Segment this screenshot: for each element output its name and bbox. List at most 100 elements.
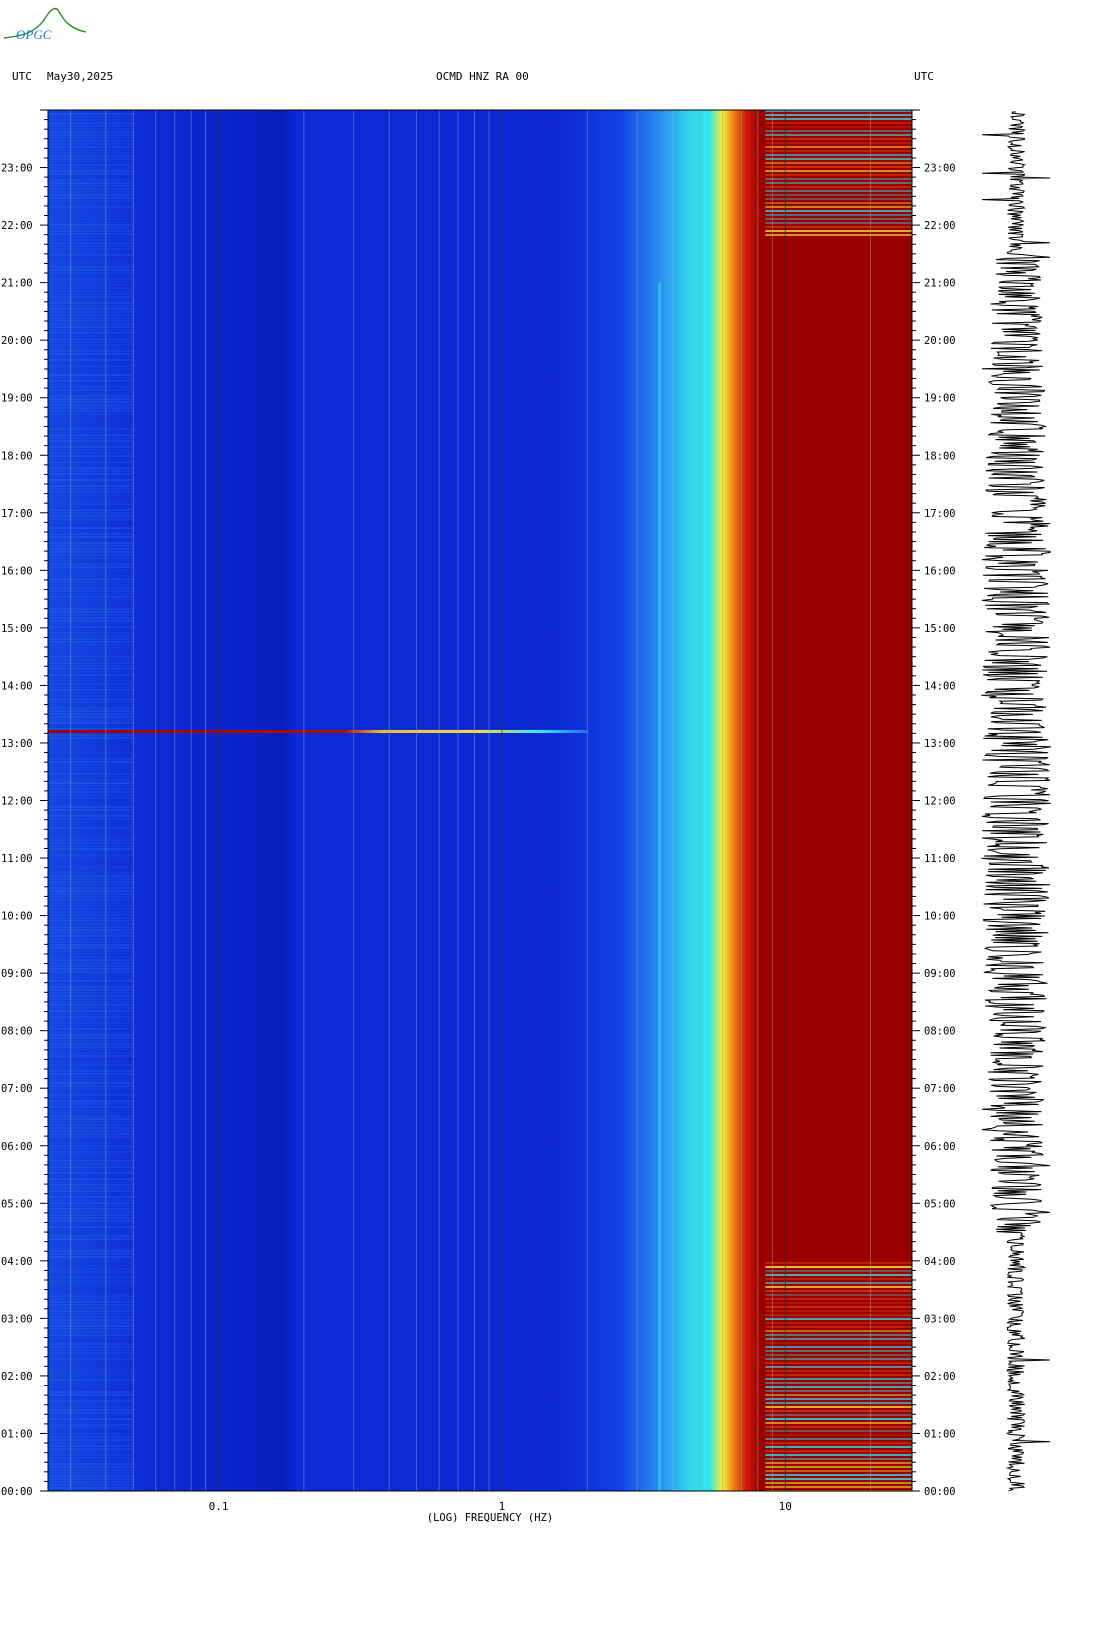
noise-stripe (48, 797, 134, 799)
noise-stripe (48, 233, 134, 235)
noise-stripe (48, 854, 134, 856)
noise-stripe (48, 1349, 134, 1351)
noise-stripe (48, 563, 134, 565)
noise-stripe (48, 140, 134, 142)
band-stripe (765, 222, 912, 224)
noise-stripe (48, 953, 133, 955)
noise-stripe (48, 881, 134, 883)
noise-stripe (48, 293, 134, 295)
noise-stripe (48, 1178, 134, 1180)
band-stripe (765, 150, 912, 152)
band-stripe (765, 1450, 912, 1452)
date-label: May30,2025 (47, 70, 114, 83)
noise-stripe (48, 185, 134, 187)
noise-stripe (48, 1004, 134, 1006)
noise-stripe (48, 1172, 134, 1174)
y-tick-label-right: 02:00 (924, 1371, 956, 1383)
band-stripe (765, 1482, 912, 1484)
noise-stripe (48, 947, 134, 949)
noise-stripe (48, 428, 134, 430)
noise-stripe (48, 644, 134, 646)
noise-stripe (48, 527, 134, 529)
band-stripe (765, 230, 912, 232)
noise-stripe (48, 506, 133, 508)
noise-stripe (48, 893, 134, 895)
noise-stripe (48, 1337, 133, 1339)
band-stripe (765, 1438, 912, 1440)
noise-stripe (48, 1295, 134, 1297)
noise-stripe (48, 500, 133, 502)
noise-stripe (48, 521, 133, 523)
noise-stripe (48, 824, 133, 826)
noise-stripe (48, 1448, 134, 1450)
noise-stripe (48, 653, 133, 655)
noise-stripe (48, 1340, 133, 1342)
noise-stripe (48, 1286, 133, 1288)
noise-stripe (48, 1334, 134, 1336)
noise-stripe (48, 281, 134, 283)
noise-stripe (48, 422, 133, 424)
noise-stripe (48, 446, 134, 448)
noise-stripe (48, 1094, 134, 1096)
noise-stripe (48, 887, 134, 889)
band-stripe (765, 1354, 912, 1356)
noise-stripe (48, 164, 134, 166)
spectral-line-mark (658, 282, 662, 1491)
noise-stripe (48, 611, 134, 613)
band-stripe (765, 162, 912, 164)
noise-stripe (48, 917, 134, 919)
noise-stripe (48, 737, 134, 739)
y-tick-label-right: 15:00 (924, 623, 956, 635)
band-stripe (765, 1418, 912, 1420)
noise-stripe (48, 1247, 134, 1249)
band-stripe (765, 1458, 912, 1460)
noise-stripe (48, 308, 134, 310)
noise-stripe (48, 1268, 134, 1270)
noise-stripe (48, 605, 134, 607)
band-stripe (765, 1326, 912, 1328)
noise-stripe (48, 827, 134, 829)
noise-stripe (48, 1016, 134, 1018)
noise-stripe (48, 1454, 134, 1456)
noise-stripe (48, 1127, 134, 1129)
band-stripe (765, 214, 912, 216)
band-stripe (765, 1294, 912, 1296)
noise-stripe (48, 437, 134, 439)
noise-stripe (48, 257, 133, 259)
noise-stripe (48, 344, 134, 346)
noise-stripe (48, 719, 134, 721)
band-stripe (765, 158, 912, 160)
noise-stripe (48, 1265, 133, 1267)
band-stripe (765, 1262, 912, 1264)
band-stripe (765, 1406, 912, 1408)
y-tick-label-left: 09:00 (1, 968, 33, 980)
noise-stripe (48, 1358, 134, 1360)
noise-stripe (48, 1031, 134, 1033)
noise-stripe (48, 530, 133, 532)
noise-stripe (48, 659, 134, 661)
noise-stripe (48, 674, 134, 676)
noise-stripe (48, 614, 134, 616)
noise-stripe (48, 542, 134, 544)
noise-stripe (48, 986, 134, 988)
noise-stripe (48, 1205, 134, 1207)
noise-stripe (48, 782, 134, 784)
band-stripe (765, 1358, 912, 1360)
noise-stripe (48, 632, 134, 634)
noise-stripe (48, 263, 134, 265)
noise-stripe (48, 722, 134, 724)
noise-stripe (48, 419, 134, 421)
noise-stripe (48, 374, 134, 376)
noise-stripe (48, 935, 134, 937)
band-stripe (765, 1446, 912, 1448)
noise-stripe (48, 818, 134, 820)
noise-stripe (48, 1154, 134, 1156)
noise-stripe (48, 875, 134, 877)
y-tick-label-right: 20:00 (924, 335, 956, 347)
noise-stripe (48, 1025, 133, 1027)
noise-stripe (48, 1181, 134, 1183)
band-stripe (765, 234, 912, 236)
noise-stripe (48, 920, 134, 922)
noise-stripe (48, 275, 133, 277)
